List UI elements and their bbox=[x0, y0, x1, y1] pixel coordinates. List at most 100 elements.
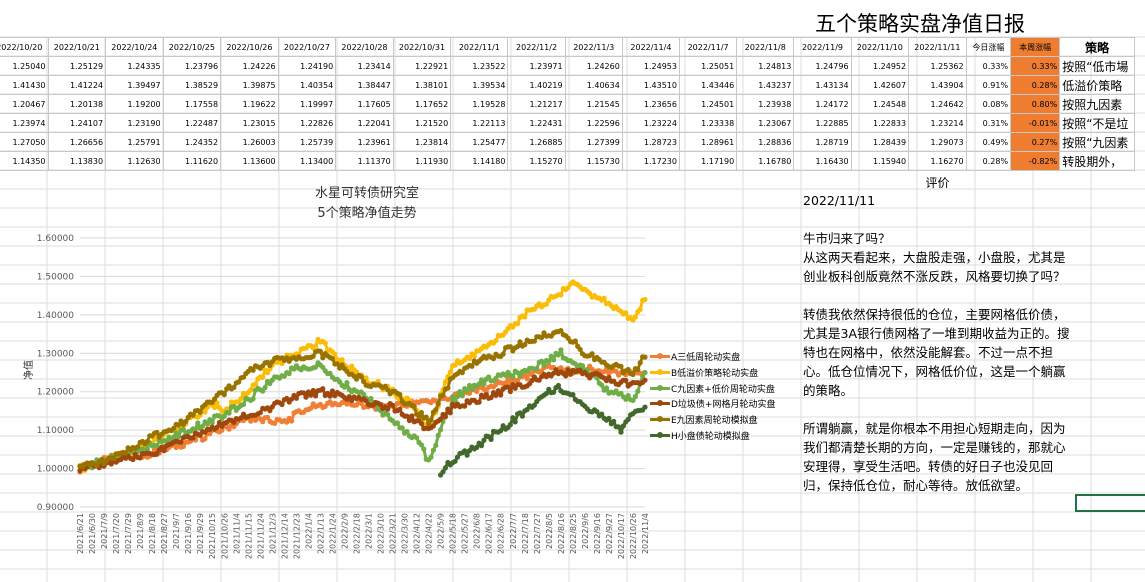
nav-value-cell[interactable]: 1.24335 bbox=[105, 56, 164, 76]
nav-value-cell[interactable]: 1.14350 bbox=[0, 151, 49, 171]
nav-value-cell[interactable]: 1.43237 bbox=[736, 75, 795, 95]
nav-value-cell[interactable]: 1.23814 bbox=[392, 132, 452, 152]
nav-value-cell[interactable]: 1.25129 bbox=[47, 56, 107, 76]
nav-value-cell[interactable]: 1.29073 bbox=[908, 132, 967, 152]
nav-value-cell[interactable]: 1.22113 bbox=[450, 113, 509, 133]
nav-value-cell[interactable]: 1.26003 bbox=[220, 132, 279, 152]
nav-value-cell[interactable]: 1.13400 bbox=[277, 151, 337, 171]
nav-value-cell[interactable]: 1.17652 bbox=[392, 94, 452, 114]
nav-value-cell[interactable]: 1.22596 bbox=[564, 113, 623, 133]
date-header[interactable]: 2022/11/2 bbox=[507, 37, 566, 57]
weekly-change-header[interactable]: 本周涨幅 bbox=[1010, 37, 1061, 57]
weekly-change-cell[interactable]: 0.33% bbox=[1010, 56, 1061, 76]
nav-value-cell[interactable]: 1.23067 bbox=[736, 113, 795, 133]
nav-value-cell[interactable]: 1.19200 bbox=[105, 94, 164, 114]
nav-value-cell[interactable]: 1.25362 bbox=[908, 56, 967, 76]
nav-value-cell[interactable]: 1.23961 bbox=[335, 132, 394, 152]
nav-value-cell[interactable]: 1.17605 bbox=[335, 94, 394, 114]
date-header[interactable]: 2022/11/1 bbox=[450, 37, 509, 57]
nav-value-cell[interactable]: 1.25477 bbox=[450, 132, 509, 152]
nav-value-cell[interactable]: 1.23224 bbox=[621, 113, 681, 133]
nav-value-cell[interactable]: 1.15270 bbox=[507, 151, 566, 171]
weekly-change-cell[interactable]: -0.82% bbox=[1010, 151, 1061, 171]
nav-value-cell[interactable]: 1.23214 bbox=[908, 113, 967, 133]
nav-value-cell[interactable]: 1.23338 bbox=[678, 113, 738, 133]
nav-value-cell[interactable]: 1.42607 bbox=[850, 75, 910, 95]
daily-change-cell[interactable]: 0.28% bbox=[965, 151, 1012, 171]
weekly-change-cell[interactable]: 0.28% bbox=[1010, 75, 1061, 95]
nav-value-cell[interactable]: 1.38447 bbox=[335, 75, 394, 95]
nav-value-cell[interactable]: 1.23190 bbox=[105, 113, 164, 133]
date-header[interactable]: 2022/10/25 bbox=[162, 37, 222, 57]
nav-value-cell[interactable]: 1.23796 bbox=[162, 56, 222, 76]
nav-value-cell[interactable]: 1.24952 bbox=[850, 56, 910, 76]
nav-value-cell[interactable]: 1.24226 bbox=[220, 56, 279, 76]
nav-value-cell[interactable]: 1.23974 bbox=[0, 113, 49, 133]
nav-value-cell[interactable]: 1.12630 bbox=[105, 151, 164, 171]
nav-value-cell[interactable]: 1.27399 bbox=[564, 132, 623, 152]
nav-value-cell[interactable]: 1.24107 bbox=[47, 113, 107, 133]
nav-value-cell[interactable]: 1.38529 bbox=[162, 75, 222, 95]
nav-value-cell[interactable]: 1.24548 bbox=[850, 94, 910, 114]
nav-value-cell[interactable]: 1.43510 bbox=[621, 75, 681, 95]
nav-value-cell[interactable]: 1.23522 bbox=[450, 56, 509, 76]
date-header[interactable]: 2022/10/31 bbox=[392, 37, 452, 57]
nav-value-cell[interactable]: 1.28836 bbox=[736, 132, 795, 152]
nav-value-cell[interactable]: 1.20467 bbox=[0, 94, 49, 114]
nav-value-cell[interactable]: 1.22431 bbox=[507, 113, 566, 133]
daily-change-cell[interactable]: 0.33% bbox=[965, 56, 1012, 76]
nav-value-cell[interactable]: 1.25040 bbox=[0, 56, 49, 76]
nav-value-cell[interactable]: 1.17558 bbox=[162, 94, 222, 114]
nav-value-cell[interactable]: 1.22041 bbox=[335, 113, 394, 133]
nav-value-cell[interactable]: 1.24953 bbox=[621, 56, 681, 76]
nav-value-cell[interactable]: 1.21545 bbox=[564, 94, 623, 114]
nav-value-cell[interactable]: 1.20138 bbox=[47, 94, 107, 114]
nav-value-cell[interactable]: 1.11620 bbox=[162, 151, 222, 171]
nav-value-cell[interactable]: 1.13600 bbox=[220, 151, 279, 171]
weekly-change-cell[interactable]: -0.01% bbox=[1010, 113, 1061, 133]
nav-value-cell[interactable]: 1.23414 bbox=[335, 56, 394, 76]
nav-value-cell[interactable]: 1.22833 bbox=[850, 113, 910, 133]
nav-value-cell[interactable]: 1.24796 bbox=[793, 56, 852, 76]
nav-value-cell[interactable]: 1.40219 bbox=[507, 75, 566, 95]
strategy-cell[interactable]: 转股期外， bbox=[1059, 151, 1135, 171]
nav-value-cell[interactable]: 1.39875 bbox=[220, 75, 279, 95]
nav-value-cell[interactable]: 1.28439 bbox=[850, 132, 910, 152]
nav-value-cell[interactable]: 1.16780 bbox=[736, 151, 795, 171]
nav-value-cell[interactable]: 1.41224 bbox=[47, 75, 107, 95]
nav-value-cell[interactable]: 1.23971 bbox=[507, 56, 566, 76]
nav-value-cell[interactable]: 1.43904 bbox=[908, 75, 967, 95]
nav-value-cell[interactable]: 1.43134 bbox=[793, 75, 852, 95]
nav-value-cell[interactable]: 1.26656 bbox=[47, 132, 107, 152]
strategy-cell[interactable]: 按照“九因素 bbox=[1059, 132, 1135, 152]
nav-value-cell[interactable]: 1.11930 bbox=[392, 151, 452, 171]
date-header[interactable]: 2022/11/4 bbox=[621, 37, 681, 57]
nav-value-cell[interactable]: 1.23938 bbox=[736, 94, 795, 114]
nav-value-cell[interactable]: 1.28723 bbox=[621, 132, 681, 152]
daily-change-cell[interactable]: 0.31% bbox=[965, 113, 1012, 133]
date-header[interactable]: 2022/10/28 bbox=[335, 37, 394, 57]
daily-change-cell[interactable]: 0.08% bbox=[965, 94, 1012, 114]
nav-value-cell[interactable]: 1.24352 bbox=[162, 132, 222, 152]
nav-value-cell[interactable]: 1.22921 bbox=[392, 56, 452, 76]
nav-value-cell[interactable]: 1.27050 bbox=[0, 132, 49, 152]
nav-value-cell[interactable]: 1.25051 bbox=[678, 56, 738, 76]
nav-value-cell[interactable]: 1.21520 bbox=[392, 113, 452, 133]
nav-value-cell[interactable]: 1.15940 bbox=[850, 151, 910, 171]
nav-value-cell[interactable]: 1.19622 bbox=[220, 94, 279, 114]
nav-value-cell[interactable]: 1.24260 bbox=[564, 56, 623, 76]
nav-value-cell[interactable]: 1.22487 bbox=[162, 113, 222, 133]
nav-value-cell[interactable]: 1.40634 bbox=[564, 75, 623, 95]
date-header[interactable]: 2022/11/7 bbox=[678, 37, 738, 57]
date-header[interactable]: 2022/11/8 bbox=[736, 37, 795, 57]
date-header[interactable]: 2022/10/26 bbox=[220, 37, 279, 57]
strategy-cell[interactable]: 低溢价策略 bbox=[1059, 75, 1135, 95]
strategy-cell[interactable]: 按照“低市場 bbox=[1059, 56, 1135, 76]
nav-value-cell[interactable]: 1.23015 bbox=[220, 113, 279, 133]
date-header[interactable]: 2022/10/24 bbox=[105, 37, 164, 57]
nav-value-cell[interactable]: 1.41430 bbox=[0, 75, 49, 95]
nav-value-cell[interactable]: 1.13830 bbox=[47, 151, 107, 171]
strategy-cell[interactable]: 按照九因素 bbox=[1059, 94, 1135, 114]
nav-value-cell[interactable]: 1.25739 bbox=[277, 132, 337, 152]
date-header[interactable]: 2022/11/3 bbox=[564, 37, 623, 57]
